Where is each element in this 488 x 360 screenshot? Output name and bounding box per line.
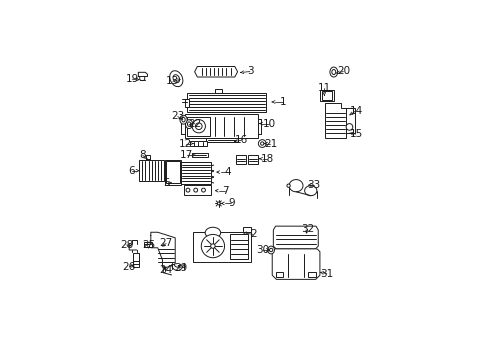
Ellipse shape [346,123,352,130]
Polygon shape [324,103,354,138]
Text: 21: 21 [264,139,277,149]
Text: 7: 7 [222,186,228,196]
Text: 9: 9 [227,198,234,208]
Bar [193,232,251,262]
Text: 10: 10 [262,118,275,129]
Polygon shape [194,67,237,77]
Bar [191,153,207,157]
Ellipse shape [180,115,187,124]
Text: 19: 19 [125,74,138,84]
Bar [236,155,245,163]
Bar [247,155,257,163]
Text: 30: 30 [256,245,269,255]
Ellipse shape [192,120,205,133]
Bar [185,114,257,138]
Text: 17: 17 [180,150,193,160]
Ellipse shape [195,123,202,130]
Bar [243,227,250,232]
Ellipse shape [201,234,224,258]
Bar [190,141,206,146]
Text: 6: 6 [128,166,135,176]
Ellipse shape [182,117,185,122]
Ellipse shape [193,188,197,192]
Text: 20: 20 [337,67,349,76]
Text: 4: 4 [224,167,231,177]
Text: 16: 16 [235,135,248,145]
Ellipse shape [286,184,290,187]
Ellipse shape [258,140,265,148]
Text: 18: 18 [260,154,273,164]
Bar [230,234,248,260]
Text: 2: 2 [249,229,256,239]
Text: 28: 28 [120,240,133,250]
Bar [146,155,149,161]
Bar [139,160,164,181]
Bar [322,91,331,100]
Ellipse shape [205,227,220,238]
Bar [133,253,139,267]
Bar [206,138,238,142]
Text: 24: 24 [160,265,173,275]
Ellipse shape [260,142,264,145]
Text: 12: 12 [179,139,192,149]
Ellipse shape [267,246,274,254]
Text: 25: 25 [142,240,155,250]
Ellipse shape [169,71,183,87]
Ellipse shape [187,122,190,126]
Ellipse shape [201,188,205,192]
Polygon shape [273,226,318,249]
Text: 5: 5 [163,178,169,188]
Ellipse shape [269,248,272,252]
Text: 8: 8 [139,150,145,160]
Text: 1: 1 [280,97,286,107]
Text: 33: 33 [306,180,320,190]
Text: 27: 27 [160,238,173,248]
Bar [187,93,266,112]
Bar [186,117,210,136]
Bar [164,159,181,185]
Polygon shape [272,249,319,279]
Text: 15: 15 [348,129,362,139]
Bar [183,185,211,195]
Text: 3: 3 [247,67,253,76]
Text: 23: 23 [170,111,183,121]
Bar [166,161,180,183]
Bar [185,99,188,107]
Bar [215,89,222,93]
Ellipse shape [173,75,179,83]
Text: 31: 31 [320,269,333,279]
Ellipse shape [185,120,192,129]
Text: 32: 32 [301,224,314,234]
Ellipse shape [210,244,215,248]
Bar [307,271,315,277]
Text: 13: 13 [165,76,179,86]
Bar [320,90,333,102]
Ellipse shape [217,202,220,205]
Bar [144,242,152,247]
Ellipse shape [331,69,335,75]
Text: 29: 29 [174,263,187,273]
Text: 26: 26 [122,262,136,272]
Bar [181,162,211,184]
Ellipse shape [329,67,337,77]
Text: 14: 14 [348,106,362,116]
Ellipse shape [185,188,189,192]
Text: 22: 22 [188,118,202,129]
Text: 11: 11 [317,82,330,93]
Bar [275,271,283,277]
